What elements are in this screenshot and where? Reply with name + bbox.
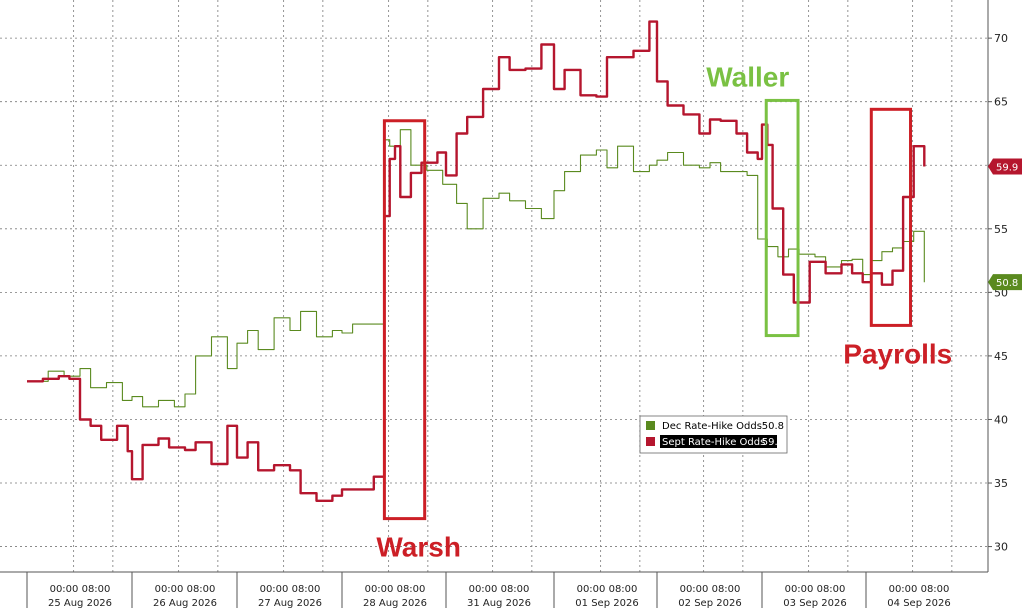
last-value-tag: [988, 274, 1022, 291]
x-tick-date: 27 Aug 2026: [258, 598, 322, 609]
annotation-box-waller: [764, 98, 800, 338]
legend: Dec Rate-Hike Odds 50.8 Sept Rate-Hike Odd…: [639, 415, 788, 454]
x-tick-time: 00:00 08:00: [469, 584, 530, 595]
series-line-dec: [27, 129, 925, 408]
x-tick-time: 00:00 08:00: [50, 584, 111, 595]
x-tick-date: 31 Aug 2026: [467, 598, 531, 609]
x-tick-date: 04 Sep 2026: [887, 598, 950, 609]
y-tick-label: 30: [994, 541, 1008, 554]
y-tick-label: 40: [994, 413, 1008, 426]
annotation-box-warsh: [382, 119, 427, 521]
legend-value: 50.8: [762, 421, 784, 432]
x-tick-date: 03 Sep 2026: [783, 598, 846, 609]
y-tick-label: 65: [994, 96, 1008, 109]
legend-value: 59.9: [762, 437, 784, 448]
x-tick-time: 00:00 08:00: [889, 584, 950, 595]
y-tick-label: 45: [994, 350, 1008, 363]
series-line-sept: [27, 20, 926, 502]
legend-swatch: [646, 421, 655, 430]
x-tick-date: 01 Sep 2026: [575, 598, 638, 609]
legend-highlight: [660, 435, 777, 448]
x-tick-date: 25 Aug 2026: [48, 598, 112, 609]
legend-name: Sept Rate-Hike Odds: [662, 437, 765, 448]
y-tick-label: 70: [994, 32, 1008, 45]
x-tick-time: 00:00 08:00: [155, 584, 216, 595]
annotation-label-warsh: Warsh: [376, 532, 461, 563]
last-value-labels: 50.8 59.9: [988, 158, 1022, 291]
grid: [0, 0, 988, 572]
series-group: [27, 20, 926, 502]
x-tick-time: 00:00 08:00: [365, 584, 426, 595]
x-tick-date: 26 Aug 2026: [153, 598, 217, 609]
x-tick-time: 00:00 08:00: [680, 584, 741, 595]
x-tick-time: 00:00 08:00: [785, 584, 846, 595]
x-tick-date: 28 Aug 2026: [363, 598, 427, 609]
y-tick-label: 35: [994, 477, 1008, 490]
last-value-tag: [988, 158, 1022, 175]
legend-swatch: [646, 437, 655, 446]
annotation-label-waller: Waller: [706, 61, 789, 92]
x-tick-time: 00:00 08:00: [260, 584, 321, 595]
y-tick-label: 55: [994, 223, 1008, 236]
legend-name: Dec Rate-Hike Odds: [662, 421, 762, 432]
annotation-label-payrolls: Payrolls: [843, 338, 952, 369]
x-tick-time: 00:00 08:00: [577, 584, 638, 595]
last-value-label: 59.9: [996, 163, 1018, 174]
last-value-label: 50.8: [996, 278, 1018, 289]
x-tick-date: 02 Sep 2026: [678, 598, 741, 609]
annotation-box-payrolls: [869, 107, 913, 327]
annotations: Warsh Waller Payrolls: [376, 61, 952, 562]
